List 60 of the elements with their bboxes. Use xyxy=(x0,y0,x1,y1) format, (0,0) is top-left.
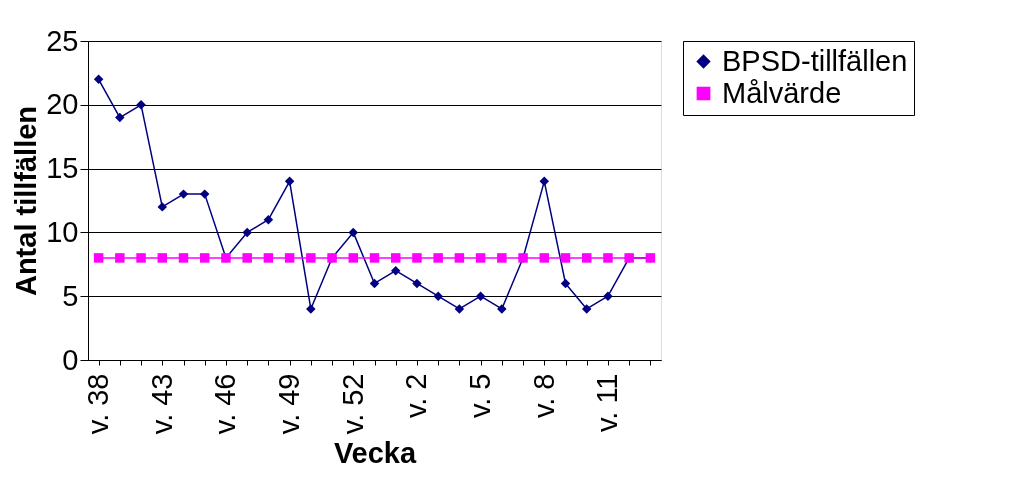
point xyxy=(136,253,146,263)
point xyxy=(93,74,104,85)
point xyxy=(199,189,210,199)
x-tick-label: v. 43 xyxy=(145,373,178,435)
point xyxy=(539,176,550,187)
point xyxy=(157,202,168,212)
point xyxy=(199,253,210,263)
point xyxy=(242,253,252,263)
point xyxy=(369,253,380,263)
point xyxy=(306,253,316,263)
x-tick-label: v. 2 xyxy=(400,373,433,419)
point xyxy=(603,253,613,263)
point xyxy=(348,253,359,263)
point xyxy=(581,253,592,263)
point xyxy=(93,253,104,263)
point xyxy=(433,291,443,301)
point xyxy=(115,112,125,123)
point xyxy=(390,253,401,263)
y-tick-label: 0 xyxy=(62,343,79,376)
point xyxy=(390,265,401,276)
legend-label: Målvärde xyxy=(722,76,842,109)
y-tick-label: 25 xyxy=(46,24,79,57)
point xyxy=(539,253,550,263)
point xyxy=(475,253,486,263)
point xyxy=(115,253,125,263)
point xyxy=(263,253,274,263)
y-tick-label: 10 xyxy=(46,215,79,248)
y-tick-label: 15 xyxy=(46,152,79,185)
point xyxy=(475,291,486,301)
point xyxy=(263,214,274,225)
x-tick-label: v. 11 xyxy=(591,373,624,433)
y-tick-label: 5 xyxy=(62,279,79,312)
point xyxy=(560,253,571,263)
point xyxy=(454,304,465,314)
x-tick-label: v. 49 xyxy=(273,373,306,435)
point xyxy=(178,189,189,199)
point xyxy=(560,278,571,289)
x-tick-label: v. 52 xyxy=(336,373,369,435)
x-tick-label: v. 8 xyxy=(527,373,560,419)
legend-label: BPSD-tillfällen xyxy=(722,44,908,77)
point xyxy=(497,253,507,263)
point xyxy=(581,304,592,314)
point xyxy=(284,253,295,263)
y-axis-title: Antal tillfällen xyxy=(10,105,43,297)
x-tick-label: v. 38 xyxy=(82,373,115,435)
point xyxy=(454,253,465,263)
point xyxy=(433,253,443,263)
point xyxy=(242,227,252,238)
point xyxy=(157,253,168,263)
point xyxy=(369,278,380,289)
point xyxy=(412,253,422,263)
point xyxy=(348,227,359,238)
x-tick-label: v. 5 xyxy=(464,373,497,419)
point xyxy=(136,100,146,110)
y-tick-label: 20 xyxy=(46,88,79,121)
point xyxy=(412,278,422,289)
x-axis-title: Vecka xyxy=(333,437,417,470)
point xyxy=(178,253,189,263)
x-tick-label: v. 46 xyxy=(209,373,242,435)
point xyxy=(284,176,295,187)
